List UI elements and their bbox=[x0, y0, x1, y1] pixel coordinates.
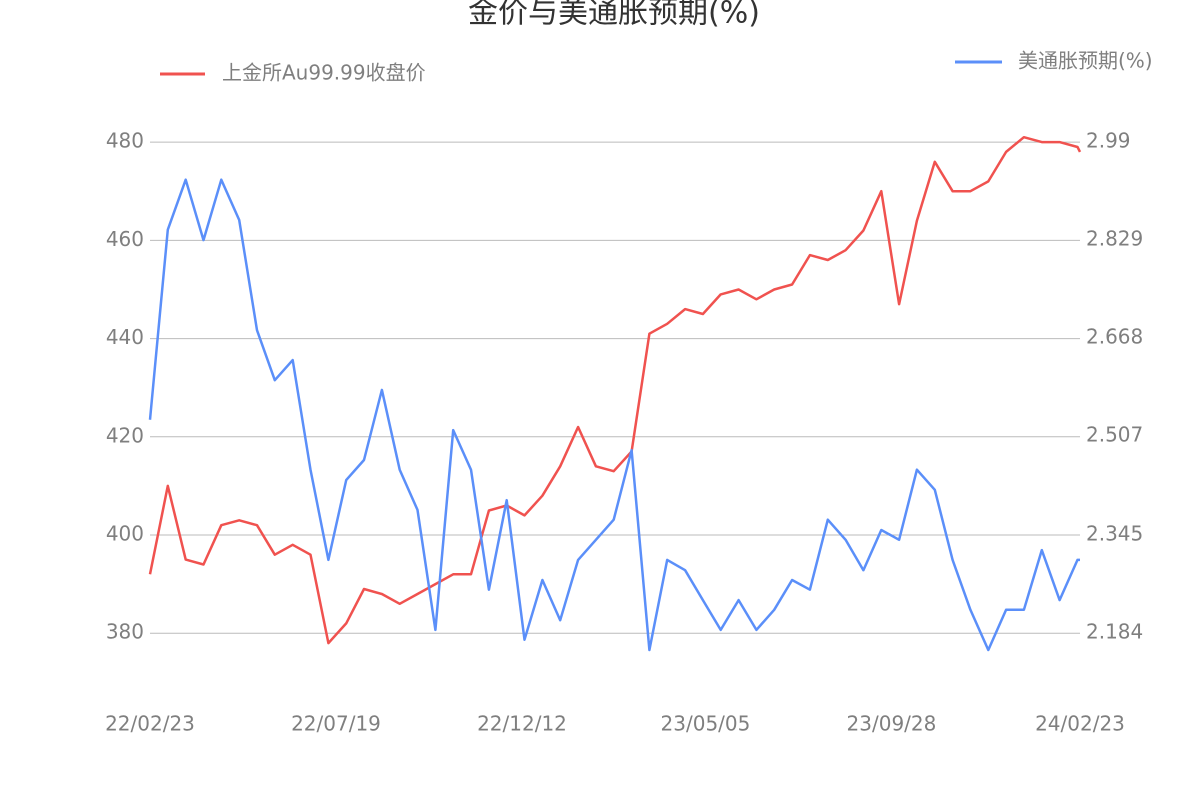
x-tick-label: 22/02/23 bbox=[105, 712, 195, 736]
y2-tick-label: 2.99 bbox=[1086, 128, 1131, 152]
y-tick-label: 400 bbox=[106, 522, 144, 546]
y-tick-label: 480 bbox=[106, 129, 144, 153]
x-tick-label: 22/12/12 bbox=[477, 712, 567, 736]
y2-tick-label: 2.507 bbox=[1086, 423, 1143, 447]
y2-tick-label: 2.829 bbox=[1086, 227, 1143, 251]
y2-tick-label: 2.345 bbox=[1086, 521, 1143, 545]
x-tick-label: 23/09/28 bbox=[847, 712, 937, 736]
series-line bbox=[148, 178, 1080, 652]
x-tick-label: 23/05/05 bbox=[661, 712, 751, 736]
y-tick-label: 380 bbox=[106, 620, 144, 644]
y2-tick-label: 2.668 bbox=[1086, 325, 1143, 349]
y2-tick-label: 2.184 bbox=[1086, 619, 1143, 643]
y-tick-label: 420 bbox=[106, 423, 144, 447]
legend-label: 美通胀预期(%) bbox=[1018, 49, 1153, 73]
x-tick-label: 24/02/23 bbox=[1035, 712, 1125, 736]
y-tick-label: 440 bbox=[106, 325, 144, 349]
x-tick-label: 22/07/19 bbox=[291, 712, 381, 736]
series-line bbox=[148, 135, 1082, 645]
chart-title: 金价与美通胀预期(%) bbox=[468, 0, 760, 31]
y-tick-label: 460 bbox=[106, 227, 144, 251]
legend-label: 上金所Au99.99收盘价 bbox=[222, 61, 426, 85]
